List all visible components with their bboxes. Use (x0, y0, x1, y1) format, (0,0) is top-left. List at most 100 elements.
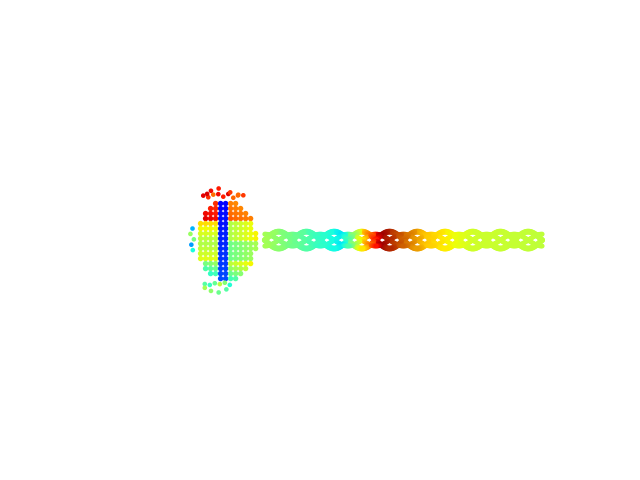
Circle shape (290, 237, 296, 243)
Circle shape (488, 241, 494, 247)
Circle shape (208, 266, 213, 271)
Circle shape (228, 266, 234, 271)
Circle shape (511, 232, 515, 237)
Circle shape (316, 238, 322, 244)
Circle shape (516, 233, 522, 238)
Circle shape (503, 240, 508, 246)
Circle shape (337, 244, 342, 250)
Circle shape (213, 266, 218, 271)
Circle shape (335, 236, 339, 240)
Circle shape (497, 228, 503, 235)
Circle shape (375, 243, 380, 248)
Circle shape (352, 242, 357, 247)
Circle shape (300, 240, 305, 245)
Circle shape (353, 234, 358, 239)
Circle shape (516, 242, 522, 248)
Circle shape (228, 236, 234, 241)
Circle shape (356, 229, 362, 235)
Circle shape (307, 229, 314, 235)
Circle shape (299, 240, 304, 246)
Circle shape (287, 235, 293, 241)
Circle shape (275, 246, 280, 252)
Circle shape (506, 242, 510, 247)
Circle shape (403, 239, 408, 245)
Circle shape (326, 241, 331, 246)
Circle shape (533, 243, 539, 249)
Circle shape (539, 237, 545, 243)
Circle shape (304, 238, 309, 243)
Circle shape (228, 276, 234, 281)
Circle shape (325, 244, 331, 250)
Circle shape (300, 229, 306, 235)
Circle shape (241, 193, 246, 198)
Circle shape (363, 245, 369, 251)
Circle shape (460, 232, 465, 237)
Circle shape (213, 261, 218, 266)
Circle shape (417, 229, 422, 235)
Circle shape (451, 242, 456, 247)
Circle shape (337, 241, 342, 246)
Circle shape (281, 244, 287, 250)
Circle shape (305, 239, 310, 243)
Circle shape (535, 240, 541, 247)
Circle shape (500, 236, 506, 241)
Circle shape (223, 211, 228, 216)
Circle shape (397, 234, 403, 240)
Circle shape (468, 239, 474, 244)
Circle shape (233, 241, 238, 246)
Circle shape (490, 242, 495, 247)
Circle shape (382, 244, 388, 251)
Circle shape (332, 238, 337, 243)
Circle shape (493, 234, 498, 239)
Circle shape (493, 241, 498, 246)
Circle shape (421, 231, 428, 237)
Circle shape (369, 232, 374, 238)
Circle shape (209, 189, 213, 193)
Circle shape (497, 237, 502, 241)
Circle shape (271, 244, 276, 250)
Circle shape (357, 236, 362, 241)
Circle shape (516, 241, 522, 248)
Circle shape (265, 232, 270, 237)
Circle shape (248, 221, 253, 226)
Circle shape (504, 241, 509, 246)
Circle shape (338, 243, 344, 249)
Circle shape (345, 232, 349, 237)
Circle shape (203, 241, 208, 246)
Circle shape (531, 234, 536, 240)
Circle shape (316, 232, 321, 237)
Circle shape (394, 242, 399, 247)
Circle shape (325, 230, 331, 237)
Circle shape (352, 233, 357, 238)
Circle shape (287, 243, 291, 248)
Circle shape (380, 242, 385, 247)
Circle shape (425, 240, 431, 246)
Circle shape (267, 233, 273, 239)
Circle shape (525, 238, 531, 242)
Circle shape (243, 226, 248, 231)
Circle shape (226, 192, 230, 196)
Circle shape (358, 246, 364, 252)
Circle shape (356, 245, 362, 251)
Circle shape (367, 242, 373, 248)
Circle shape (298, 241, 303, 246)
Circle shape (475, 230, 481, 236)
Circle shape (277, 229, 283, 235)
Circle shape (456, 238, 461, 243)
Circle shape (527, 239, 532, 243)
Circle shape (212, 281, 217, 286)
Circle shape (332, 246, 337, 252)
Circle shape (371, 232, 376, 237)
Circle shape (238, 221, 243, 226)
Circle shape (486, 232, 492, 237)
Circle shape (520, 241, 525, 246)
Circle shape (301, 236, 307, 241)
Circle shape (495, 245, 500, 251)
Circle shape (414, 237, 419, 242)
Circle shape (417, 236, 422, 241)
Circle shape (369, 243, 374, 248)
Circle shape (454, 239, 460, 245)
Circle shape (540, 232, 545, 237)
Circle shape (191, 248, 195, 252)
Circle shape (289, 238, 294, 244)
